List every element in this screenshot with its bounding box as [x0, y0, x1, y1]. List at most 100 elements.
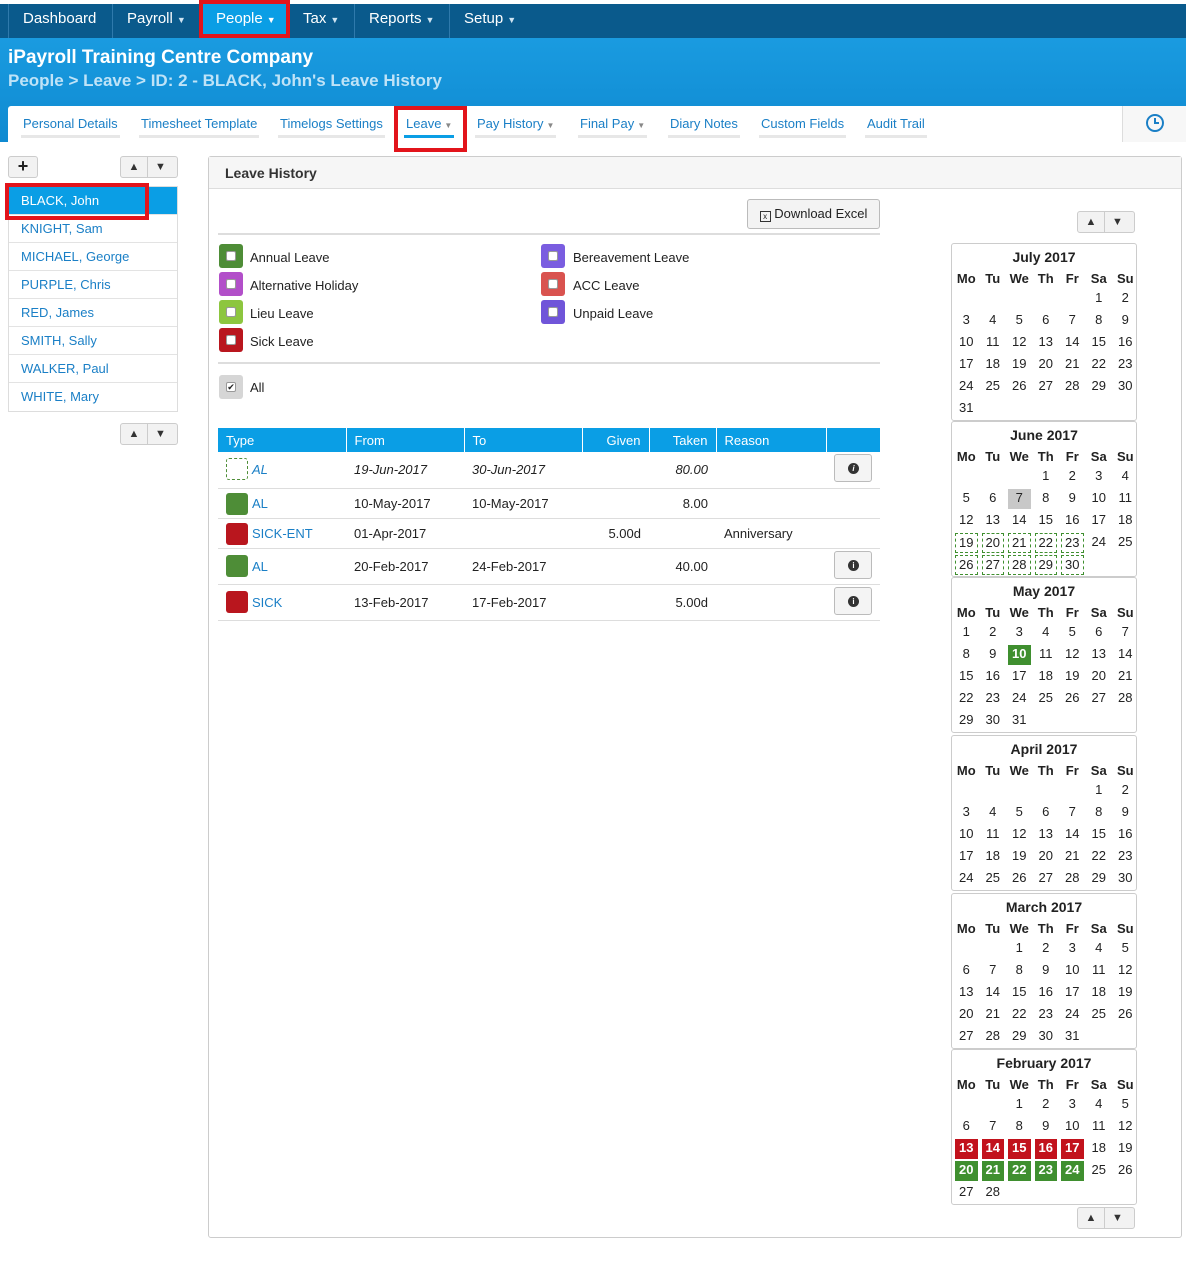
calendar-day[interactable]: 20: [955, 1161, 978, 1181]
calendar-day[interactable]: 8: [1015, 1118, 1023, 1133]
calendar-day[interactable]: 15: [959, 668, 974, 683]
calendar-day[interactable]: 11: [1092, 962, 1106, 977]
calendar-day[interactable]: 26: [1118, 1006, 1133, 1021]
calendar-day[interactable]: 13: [959, 984, 974, 999]
calendar-day[interactable]: 26: [1118, 1162, 1133, 1177]
clock-button[interactable]: [1122, 106, 1186, 142]
calendar-day[interactable]: 8: [1095, 312, 1103, 327]
calendar-day[interactable]: 29: [1034, 555, 1057, 575]
calendar-day[interactable]: 20: [959, 1006, 974, 1021]
calendar-day[interactable]: 27: [959, 1028, 974, 1043]
calendar-day[interactable]: 5: [1015, 804, 1023, 819]
calendar-day[interactable]: 21: [981, 1161, 1004, 1181]
calendar-day[interactable]: 10: [959, 826, 974, 841]
employee-item[interactable]: PURPLE, Chris: [9, 271, 177, 299]
calendar-day[interactable]: 24: [959, 870, 974, 885]
calendar-day[interactable]: 26: [1012, 870, 1027, 885]
employee-item[interactable]: KNIGHT, Sam: [9, 215, 177, 243]
calendar-day[interactable]: 8: [1095, 804, 1103, 819]
calendar-day[interactable]: 22: [1012, 1006, 1027, 1021]
calendar-day[interactable]: 14: [985, 984, 1000, 999]
calendar-day[interactable]: 18: [1118, 512, 1133, 527]
calendar-day[interactable]: 7: [1008, 489, 1031, 509]
tab-timelogs-settings[interactable]: Timelogs Settings: [272, 106, 391, 142]
calendar-day[interactable]: 22: [959, 690, 974, 705]
calendar-day[interactable]: 5: [1068, 624, 1076, 639]
calendar-day[interactable]: 15: [1091, 334, 1106, 349]
employee-item[interactable]: SMITH, Sally: [9, 327, 177, 355]
calendar-day[interactable]: 14: [1065, 826, 1080, 841]
calendar-day[interactable]: 24: [1091, 534, 1106, 549]
calendar-day[interactable]: 6: [1042, 312, 1050, 327]
calendar-day[interactable]: 16: [1065, 512, 1080, 527]
nav-people[interactable]: People ▼: [201, 4, 290, 38]
calendar-day[interactable]: 30: [985, 712, 1000, 727]
calendar-day[interactable]: 9: [1042, 1118, 1050, 1133]
col-from[interactable]: From: [346, 428, 465, 452]
calendar-day[interactable]: 3: [962, 804, 970, 819]
calendar-day[interactable]: 1: [1015, 940, 1023, 955]
add-employee-button[interactable]: +: [8, 156, 38, 178]
calendar-day[interactable]: 19: [1012, 848, 1027, 863]
calendar-day[interactable]: 22: [1091, 356, 1106, 371]
calendar-day[interactable]: 12: [959, 512, 974, 527]
download-excel-button[interactable]: x Download Excel: [747, 199, 880, 229]
calendar-day[interactable]: 10: [1008, 645, 1031, 665]
chevron-down-icon[interactable]: ▼: [1104, 212, 1130, 232]
leave-type-link[interactable]: SICK: [252, 594, 283, 610]
calendar-day[interactable]: 9: [1121, 312, 1129, 327]
calendar-day[interactable]: 31: [959, 400, 974, 415]
calendar-day[interactable]: 11: [1118, 490, 1133, 505]
calendar-day[interactable]: 11: [1039, 646, 1053, 661]
calendar-day[interactable]: 18: [985, 848, 1000, 863]
calendar-day[interactable]: 3: [962, 312, 970, 327]
calendar-day[interactable]: 5: [1121, 1096, 1129, 1111]
calendar-day[interactable]: 3: [1015, 624, 1023, 639]
calendar-day[interactable]: 14: [1012, 512, 1027, 527]
legend-checkbox-bereavement[interactable]: [541, 244, 565, 268]
leave-type-link[interactable]: AL: [252, 495, 268, 511]
calendar-day[interactable]: 28: [985, 1028, 1000, 1043]
calendar-day[interactable]: 18: [1038, 668, 1053, 683]
calendar-day[interactable]: 26: [1065, 690, 1080, 705]
calendar-day[interactable]: 4: [989, 312, 997, 327]
calendar-day[interactable]: 27: [959, 1184, 974, 1199]
calendar-day[interactable]: 10: [1091, 490, 1106, 505]
chevron-up-icon[interactable]: ▲: [1085, 216, 1097, 228]
calendar-day[interactable]: 24: [1012, 690, 1027, 705]
tab-audit-trail[interactable]: Audit Trail: [859, 106, 933, 142]
calendar-day[interactable]: 22: [1091, 848, 1106, 863]
calendar-day[interactable]: 17: [1061, 1139, 1084, 1159]
calendar-day[interactable]: 1: [962, 624, 970, 639]
info-button[interactable]: i: [834, 586, 872, 615]
legend-checkbox-unpaid[interactable]: [541, 300, 565, 324]
tab-final-pay[interactable]: Final Pay ▼: [572, 106, 653, 142]
legend-checkbox-sick[interactable]: [219, 328, 243, 352]
calendar-day[interactable]: 14: [1118, 646, 1133, 661]
leave-type-link[interactable]: SICK-ENT: [252, 525, 313, 541]
info-button[interactable]: i: [834, 454, 872, 483]
legend-checkbox-acc[interactable]: [541, 272, 565, 296]
calendar-day[interactable]: 9: [1121, 804, 1129, 819]
calendar-day[interactable]: 29: [1012, 1028, 1027, 1043]
calendar-day[interactable]: 24: [959, 378, 974, 393]
legend-checkbox-lieu[interactable]: [219, 300, 243, 324]
calendar-day[interactable]: 2: [1121, 290, 1129, 305]
calendar-day[interactable]: 20: [981, 533, 1004, 553]
employee-item[interactable]: WALKER, Paul: [9, 355, 177, 383]
calendar-day[interactable]: 27: [1038, 378, 1053, 393]
calendar-day[interactable]: 18: [985, 356, 1000, 371]
calendar-day[interactable]: 27: [981, 555, 1004, 575]
calendar-day[interactable]: 17: [1091, 512, 1106, 527]
calendar-day[interactable]: 20: [1038, 356, 1053, 371]
calendar-day[interactable]: 21: [1065, 356, 1080, 371]
chevron-up-icon[interactable]: ▲: [128, 428, 140, 440]
calendar-day[interactable]: 27: [1091, 690, 1106, 705]
calendar-day[interactable]: 6: [962, 1118, 970, 1133]
calendar-day[interactable]: 3: [1068, 940, 1076, 955]
calendar-day[interactable]: 2: [1042, 1096, 1050, 1111]
calendar-day[interactable]: 16: [1034, 1139, 1057, 1159]
calendar-day[interactable]: 30: [1118, 378, 1133, 393]
employee-item[interactable]: RED, James: [9, 299, 177, 327]
tab-pay-history[interactable]: Pay History ▼: [469, 106, 562, 142]
